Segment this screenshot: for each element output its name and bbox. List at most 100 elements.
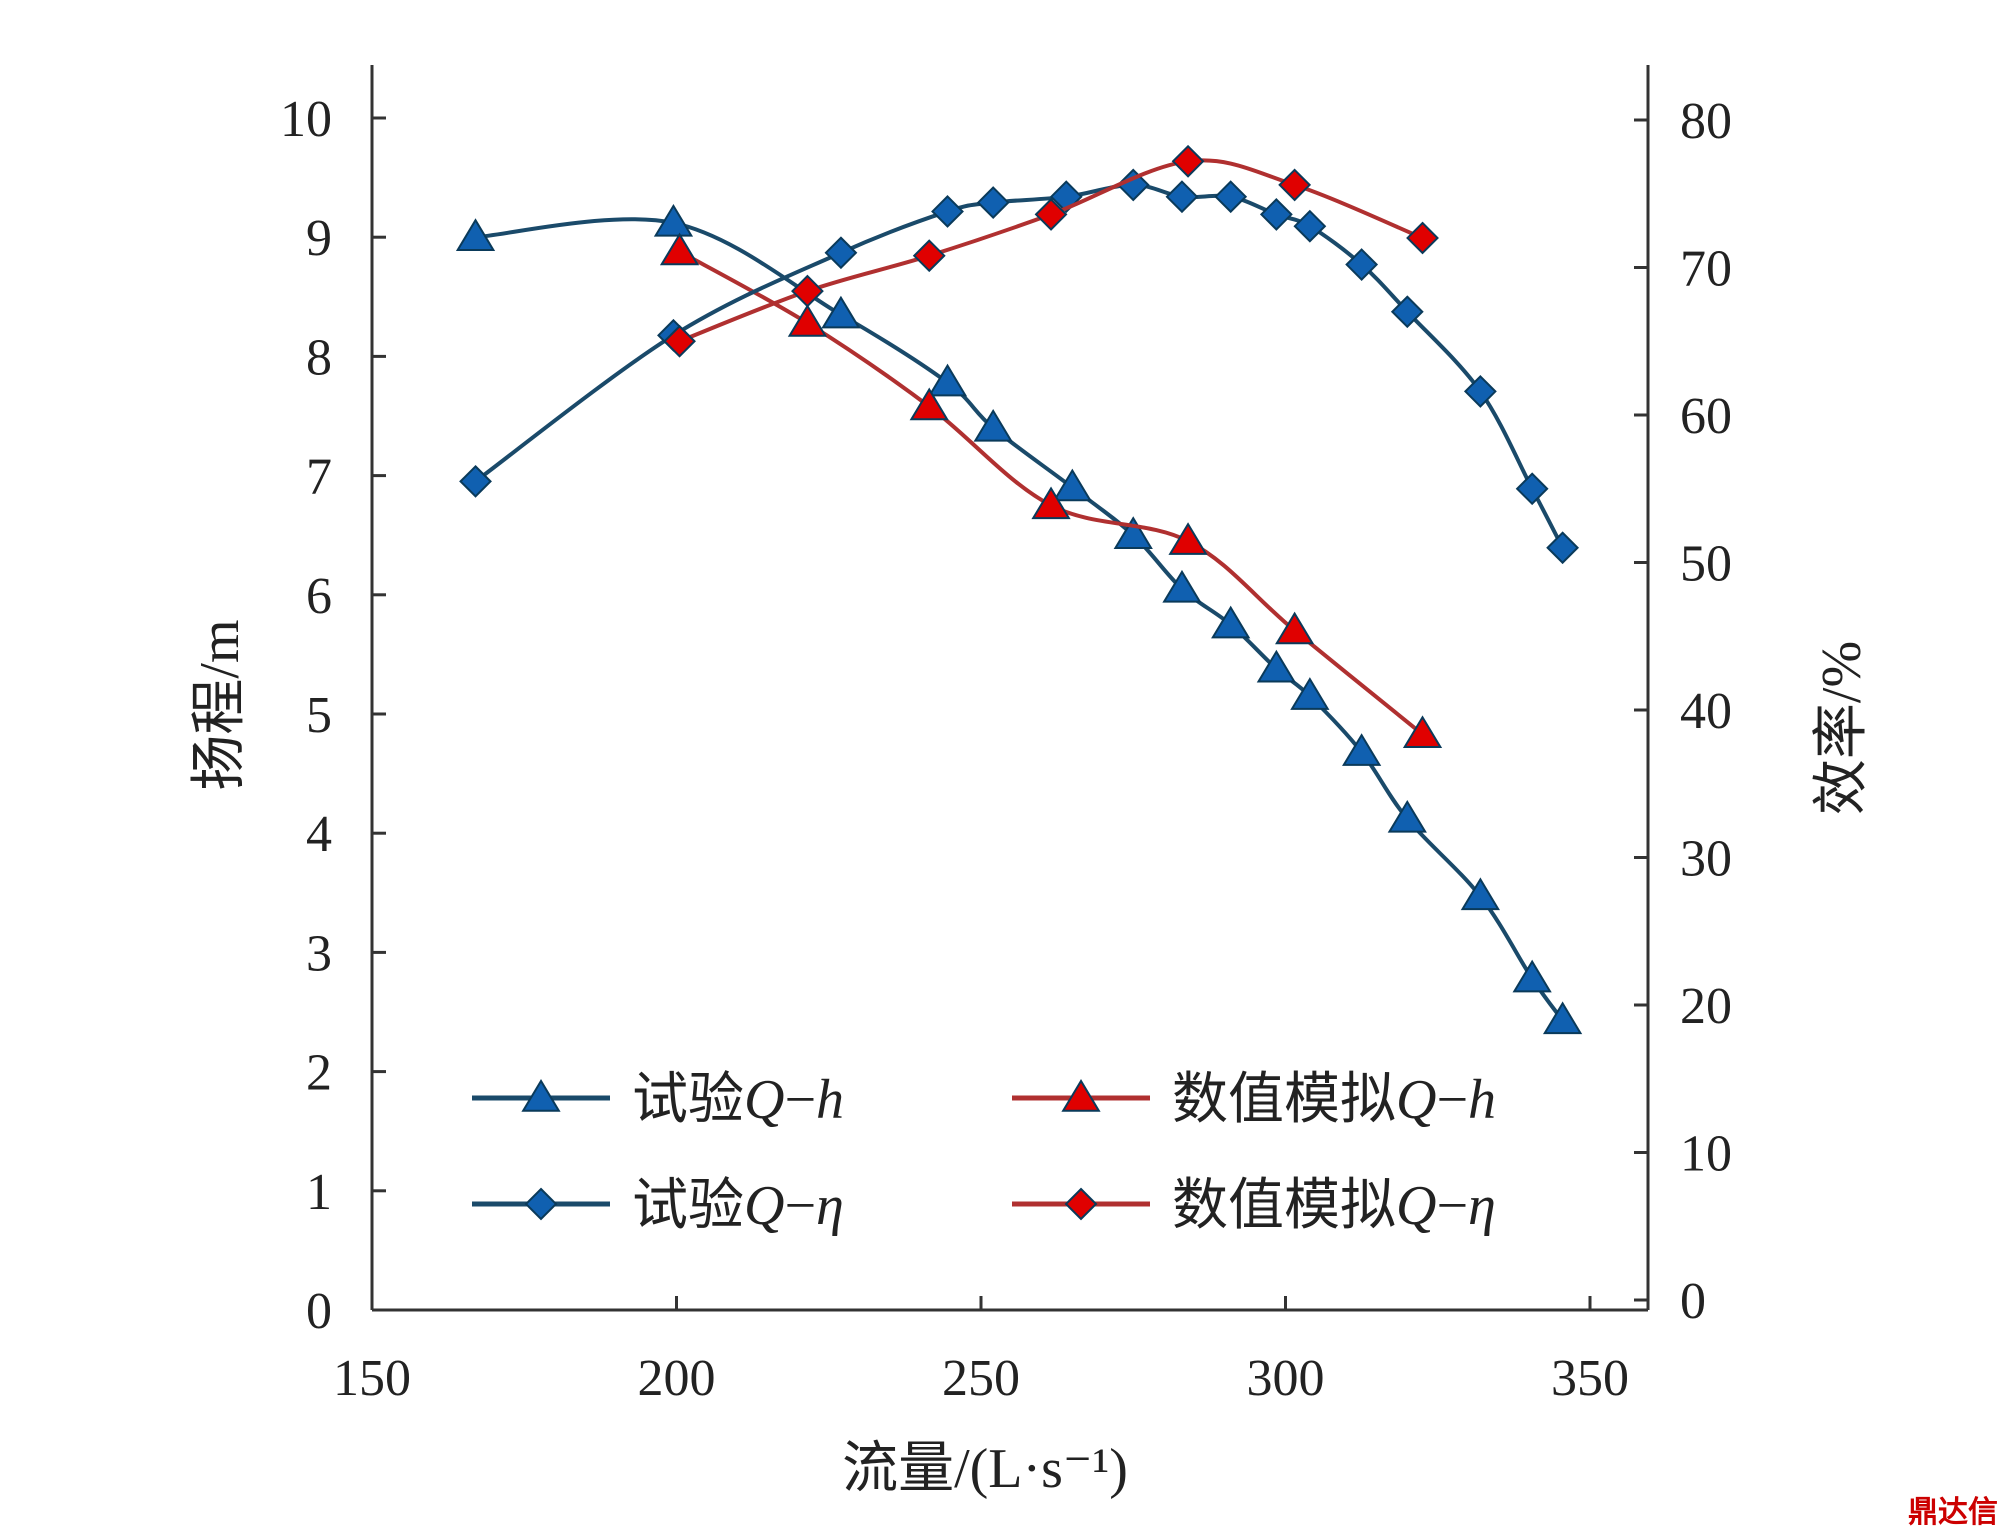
- watermark-logo: 鼎达信: [1908, 1495, 1998, 1530]
- x-tick-label: 150: [333, 1350, 411, 1407]
- data-point-triangle: [1052, 468, 1092, 502]
- legend-label-main: 数值模拟: [1172, 1175, 1396, 1237]
- y-tick-label-right: 10: [1680, 1126, 1732, 1183]
- data-point-diamond: [1390, 295, 1424, 329]
- series-line: [474, 182, 1565, 549]
- data-point-diamond: [824, 236, 858, 270]
- data-point-triangle: [1113, 516, 1153, 549]
- legend-label-q: Q: [1396, 1175, 1436, 1237]
- legend-item: 试验Q−h: [472, 1069, 844, 1131]
- data-point-triangle: [1275, 611, 1315, 645]
- y-tick-label-left: 6: [306, 568, 332, 625]
- x-tick-label: 300: [1247, 1350, 1325, 1407]
- data-point-diamond: [1406, 221, 1439, 255]
- data-point-triangle: [1031, 486, 1071, 520]
- data-point-diamond: [1214, 180, 1248, 214]
- legend-label-sep: −: [1436, 1069, 1468, 1131]
- series-layer: [455, 144, 1583, 1035]
- data-point-diamond: [1515, 472, 1549, 506]
- y-tick-label-right: 20: [1680, 978, 1732, 1035]
- data-point-triangle: [927, 363, 968, 397]
- data-point-diamond: [791, 274, 824, 308]
- data-point-diamond: [976, 186, 1010, 220]
- legend-label-q: Q: [744, 1069, 784, 1131]
- data-point-diamond: [1165, 180, 1199, 214]
- legend-marker-diamond: [1064, 1187, 1098, 1221]
- x-tick-label: 250: [942, 1350, 1020, 1407]
- x-axis-title: 流量/(L·s⁻¹): [842, 1438, 1128, 1500]
- data-point-diamond: [912, 239, 946, 273]
- data-point-triangle: [1342, 733, 1382, 766]
- data-point-triangle: [1162, 569, 1202, 603]
- y-tick-label-left: 8: [306, 329, 332, 386]
- data-point-diamond: [663, 324, 696, 358]
- y-axis-title-left: 扬程/m: [189, 619, 251, 790]
- y-tick-label-left: 3: [306, 925, 332, 982]
- data-point-diamond: [1259, 197, 1293, 231]
- legend-label-q: Q: [1396, 1069, 1436, 1131]
- y-tick-label-left: 5: [306, 687, 332, 744]
- legend-marker-triangle: [521, 1079, 561, 1112]
- y-tick-label-left: 4: [306, 806, 332, 863]
- data-point-triangle: [1460, 877, 1500, 911]
- series-0: [455, 203, 1583, 1035]
- series-1: [659, 232, 1443, 749]
- data-point-diamond: [931, 195, 964, 228]
- data-point-diamond: [1463, 374, 1497, 408]
- data-point-triangle: [1387, 799, 1427, 833]
- x-tick-label: 350: [1551, 1350, 1629, 1407]
- data-point-triangle: [455, 218, 496, 251]
- legend-item: 数值模拟Q−h: [1012, 1069, 1496, 1131]
- data-point-diamond: [1546, 531, 1580, 565]
- x-tick-label: 200: [638, 1350, 716, 1407]
- series-3: [663, 144, 1439, 358]
- y-tick-label-right: 30: [1680, 831, 1732, 888]
- legend-label-var: h: [816, 1069, 844, 1131]
- y-tick-label-right: 70: [1680, 241, 1732, 298]
- y-tick-label-right: 60: [1680, 388, 1732, 445]
- legend-label: 数值模拟Q−h: [1172, 1069, 1496, 1131]
- data-point-triangle: [1211, 605, 1251, 639]
- legend-label-var: η: [1468, 1175, 1496, 1237]
- data-point-triangle: [973, 408, 1013, 442]
- legend-item: 试验Q−η: [472, 1175, 844, 1237]
- y-tick-label-left: 1: [306, 1164, 332, 1221]
- y-tick-label-right: 80: [1680, 93, 1732, 150]
- y-tick-label-left: 2: [306, 1045, 332, 1102]
- y-axis-title-right: 效率/%: [1811, 641, 1873, 815]
- data-point-diamond: [1293, 209, 1327, 243]
- data-point-triangle: [659, 232, 700, 266]
- data-point-triangle: [909, 387, 949, 421]
- y-tick-label-left: 7: [306, 449, 332, 506]
- axes: 150 200 250 300 350 0 1 2 3 4 5 6 7 8 9 10 0 10 20 30 40 50 60…: [280, 65, 1732, 1407]
- legend-label: 试验Q−h: [632, 1069, 844, 1131]
- legend-label-main: 试验: [632, 1069, 744, 1131]
- legend-label-q: Q: [744, 1175, 784, 1237]
- legend-label-sep: −: [784, 1175, 816, 1237]
- series-2: [459, 168, 1580, 565]
- legend-marker-triangle: [1061, 1079, 1101, 1112]
- data-point-diamond: [1278, 168, 1312, 202]
- y-tick-label-left: 0: [306, 1283, 332, 1340]
- y-tick-label-right: 0: [1680, 1273, 1706, 1330]
- series-line: [475, 217, 1565, 1022]
- data-point-diamond: [1171, 144, 1205, 178]
- legend-label: 数值模拟Q−η: [1172, 1175, 1496, 1237]
- data-point-triangle: [1402, 715, 1443, 749]
- data-point-triangle: [1512, 959, 1552, 993]
- data-point-triangle: [821, 295, 861, 329]
- data-point-triangle: [1256, 649, 1296, 683]
- legend-label-main: 试验: [632, 1175, 744, 1237]
- data-point-diamond: [1034, 197, 1068, 231]
- legend-label-var: η: [816, 1175, 844, 1237]
- y-tick-label-right: 40: [1680, 683, 1732, 740]
- legend-label-main: 数值模拟: [1172, 1069, 1396, 1131]
- data-point-triangle: [1168, 522, 1208, 555]
- data-point-triangle: [1542, 1001, 1583, 1035]
- legend-label-sep: −: [1436, 1175, 1468, 1237]
- legend-label: 试验Q−η: [632, 1175, 844, 1237]
- y-tick-label-left: 9: [306, 210, 332, 267]
- data-point-triangle: [787, 304, 828, 337]
